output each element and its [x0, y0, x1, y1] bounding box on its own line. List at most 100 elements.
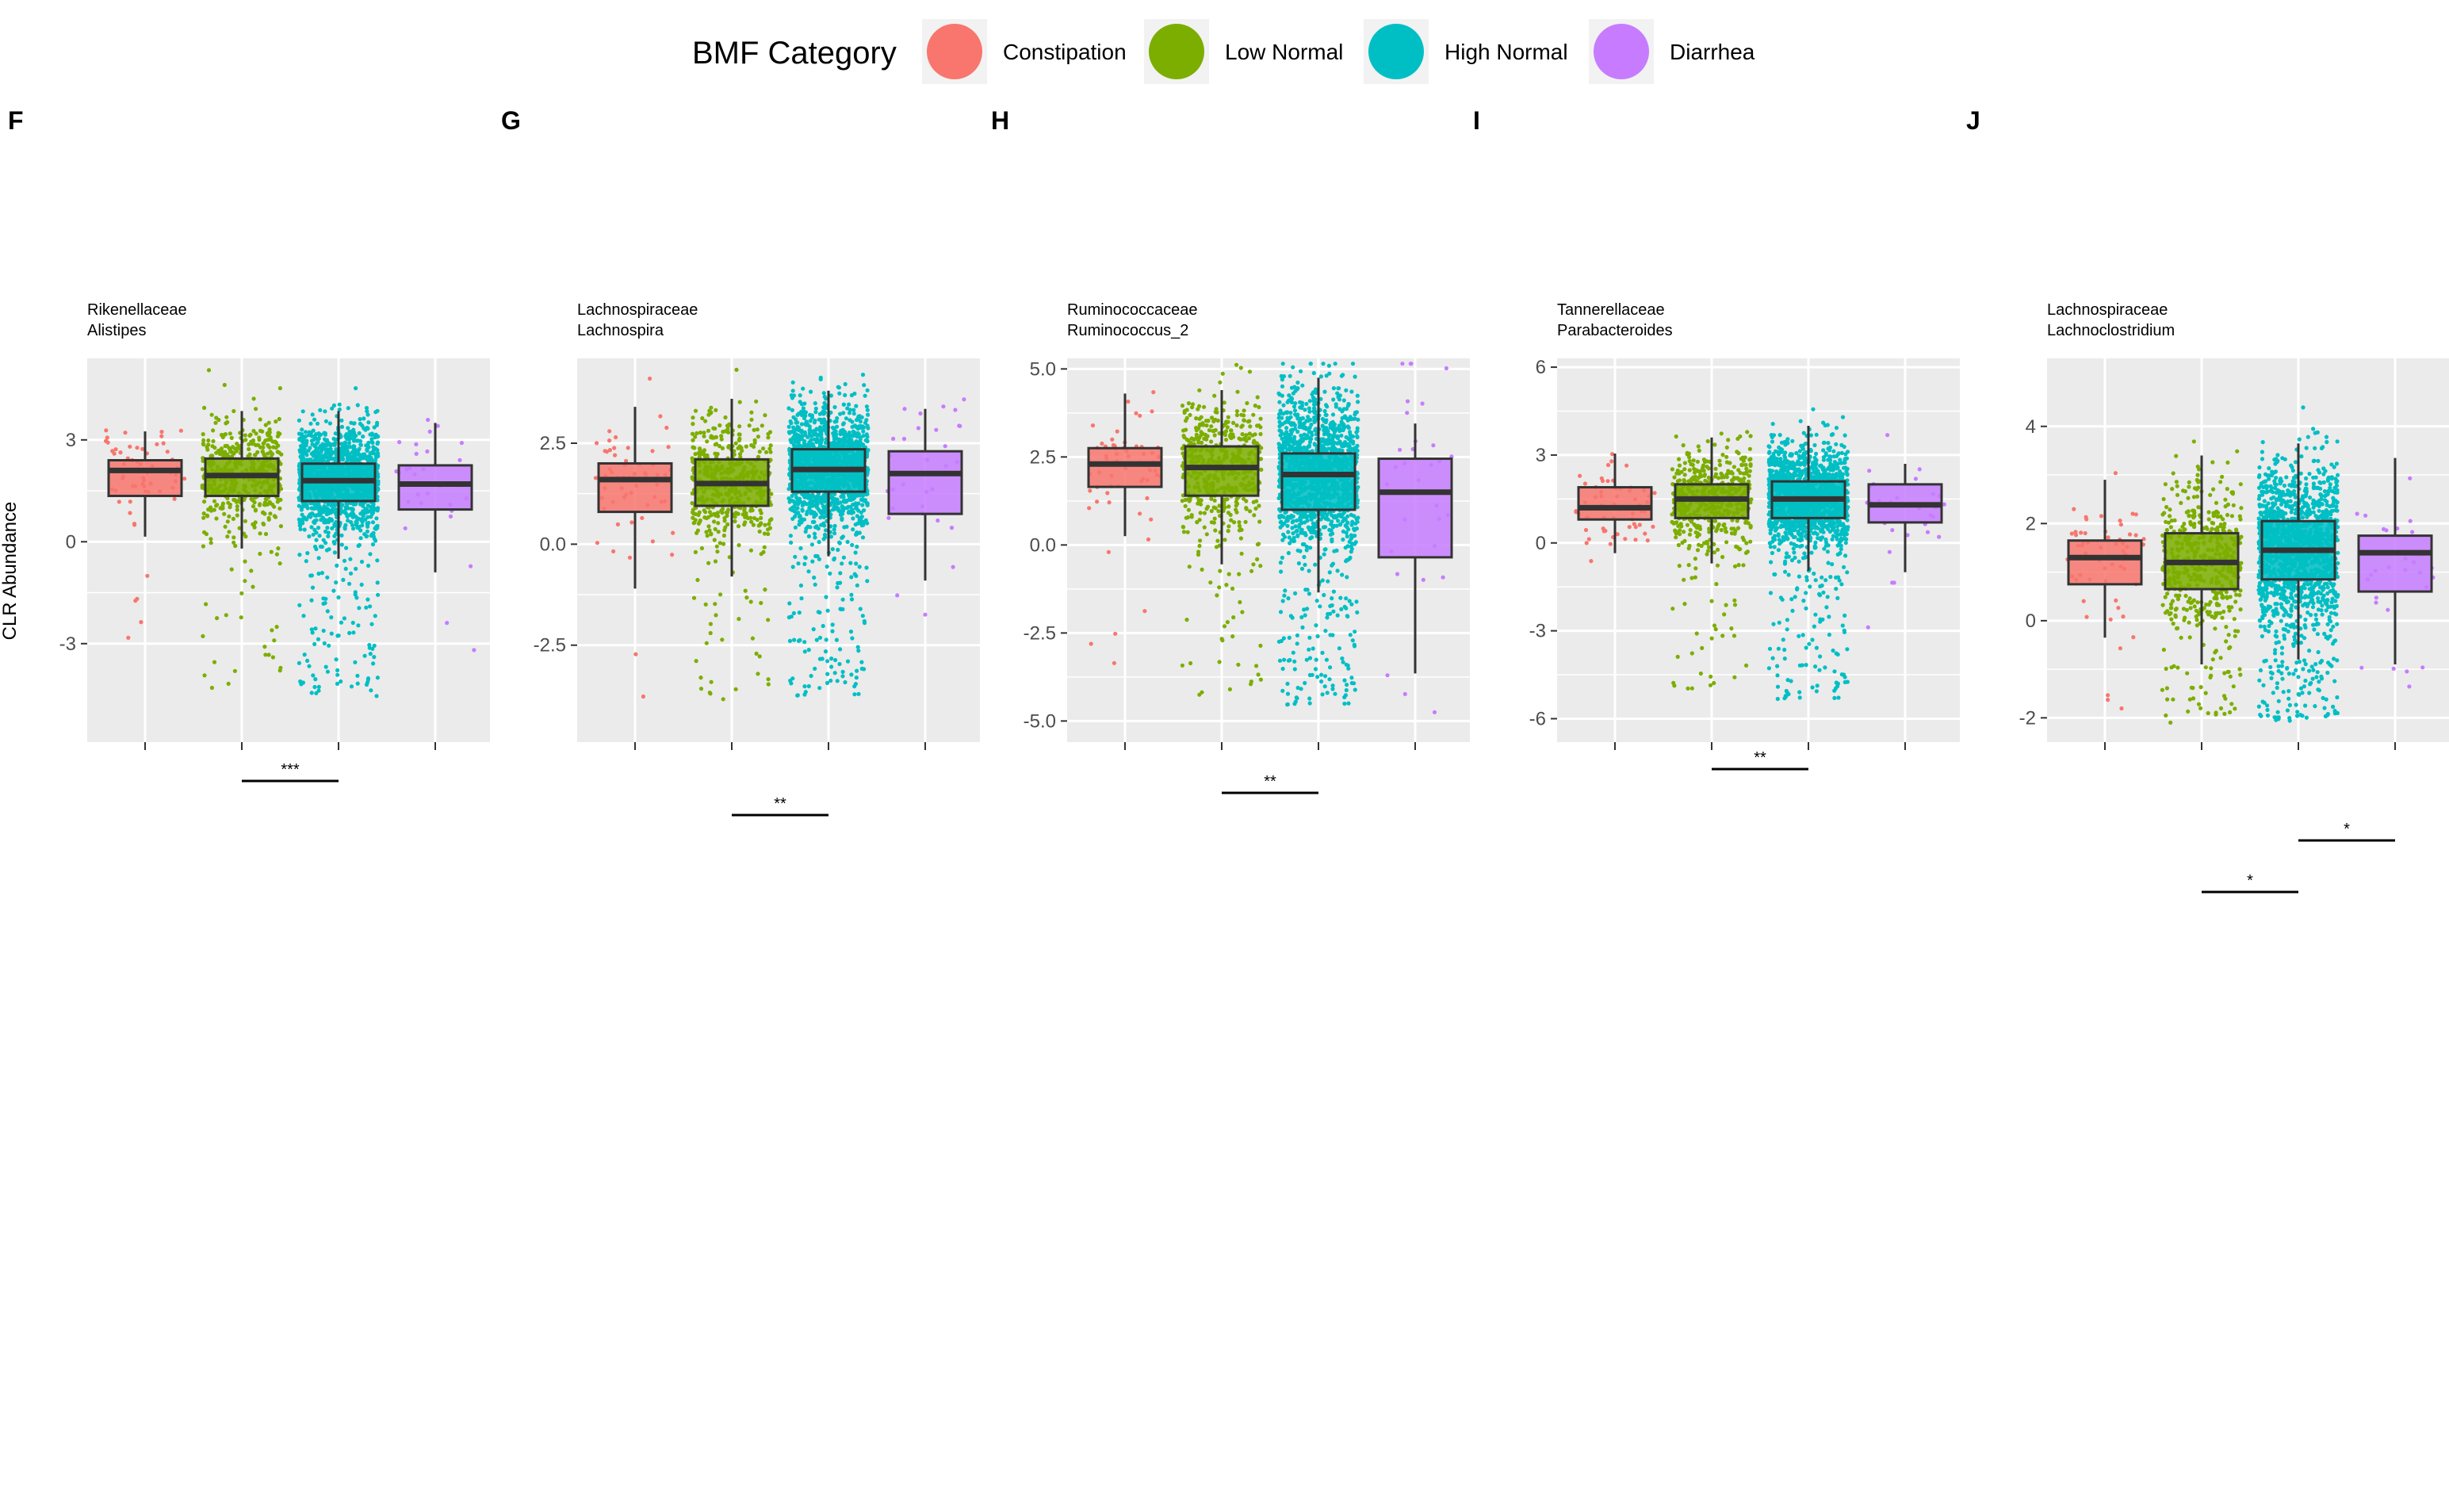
data-point	[362, 532, 367, 537]
data-point	[759, 515, 763, 521]
data-point	[809, 500, 814, 505]
data-point	[311, 428, 316, 433]
data-point	[801, 386, 805, 391]
data-point	[719, 434, 724, 438]
data-point	[791, 434, 796, 440]
data-point	[849, 597, 855, 602]
data-point	[855, 645, 860, 649]
data-point	[334, 657, 339, 662]
data-point	[315, 506, 320, 511]
data-point	[865, 408, 870, 412]
data-point	[613, 453, 618, 457]
data-point	[303, 430, 308, 434]
data-point	[923, 612, 928, 617]
data-point	[358, 438, 363, 444]
data-point	[178, 428, 183, 433]
data-point	[1248, 424, 1253, 429]
data-point	[819, 500, 824, 505]
data-point	[1253, 404, 1257, 408]
data-point	[298, 444, 304, 449]
data-point	[813, 535, 817, 540]
data-point	[830, 425, 836, 431]
data-point	[806, 569, 811, 574]
data-point	[140, 446, 145, 451]
data-point	[792, 431, 797, 436]
data-point	[891, 436, 896, 442]
data-point	[836, 506, 840, 511]
data-point	[1230, 634, 1235, 639]
y-axis-label: CLR Abundance	[0, 502, 21, 641]
data-point	[691, 415, 695, 420]
data-point	[788, 534, 794, 538]
legend-key-diarrhea	[1594, 24, 1649, 79]
data-point	[834, 424, 840, 429]
data-point	[1258, 643, 1263, 649]
data-point	[298, 679, 303, 684]
data-point	[251, 442, 255, 446]
data-point	[749, 410, 754, 415]
data-point	[334, 580, 339, 585]
data-point	[748, 515, 753, 520]
data-point	[145, 573, 150, 578]
data-point	[372, 655, 377, 660]
data-point	[354, 566, 358, 572]
data-point	[713, 451, 717, 456]
data-point	[1222, 624, 1227, 629]
data-point	[251, 522, 255, 526]
data-point	[768, 443, 773, 448]
data-point	[255, 450, 260, 455]
data-point	[721, 697, 725, 702]
data-point	[356, 623, 361, 628]
data-point	[351, 451, 356, 456]
data-point	[1209, 439, 1214, 444]
data-point	[362, 416, 366, 421]
data-point	[310, 412, 315, 417]
data-point	[445, 621, 450, 626]
data-point	[829, 656, 834, 661]
data-point	[750, 636, 756, 641]
data-point	[1180, 524, 1185, 530]
data-point	[206, 368, 212, 373]
data-point	[302, 653, 307, 657]
data-point	[347, 630, 352, 636]
panel-family: Ruminococcaceae	[1067, 301, 1198, 319]
data-point	[201, 432, 205, 437]
data-point	[744, 444, 748, 449]
data-point	[1259, 467, 1264, 473]
data-point	[371, 503, 376, 509]
data-point	[855, 668, 859, 673]
data-point	[1194, 416, 1199, 421]
data-point	[752, 438, 757, 442]
data-point	[297, 464, 301, 469]
data-point	[205, 514, 210, 519]
data-point	[864, 418, 869, 423]
data-point	[841, 555, 846, 560]
data-point	[854, 404, 859, 408]
data-point	[809, 673, 813, 679]
data-point	[814, 494, 819, 500]
data-point	[844, 524, 849, 529]
data-point	[795, 498, 800, 503]
data-point	[325, 575, 330, 580]
data-point	[698, 687, 704, 691]
data-point	[172, 496, 177, 501]
data-point	[860, 614, 865, 618]
data-point	[347, 581, 352, 586]
data-point	[232, 408, 236, 414]
data-point	[855, 583, 859, 588]
panel-letter: G	[501, 106, 521, 135]
data-point	[251, 584, 255, 589]
data-point	[840, 503, 844, 509]
data-point	[351, 431, 356, 437]
data-point	[298, 454, 303, 459]
data-point	[214, 516, 219, 521]
data-point	[855, 530, 859, 535]
data-point	[1197, 388, 1202, 392]
data-point	[224, 613, 228, 618]
data-point	[1278, 610, 1284, 614]
data-point	[313, 677, 318, 682]
data-point	[232, 668, 237, 673]
data-point	[1234, 510, 1239, 515]
data-point	[714, 434, 719, 440]
